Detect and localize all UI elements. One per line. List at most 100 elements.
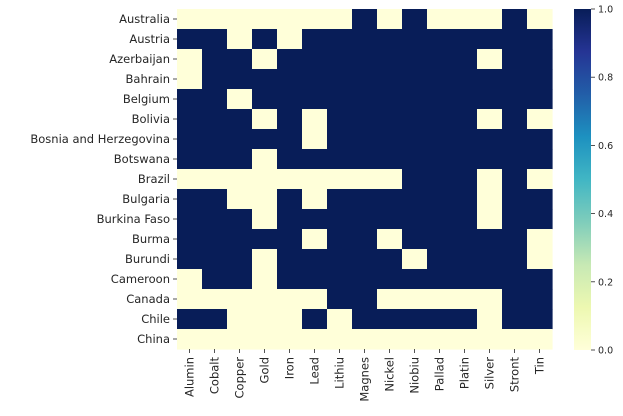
heatmap-cell [202,29,228,50]
heatmap-cell [402,229,428,250]
heatmap-cell [527,189,553,210]
heatmap-cell [177,309,203,330]
heatmap-cell [252,29,278,50]
heatmap-cell [502,89,528,110]
heatmap-cell [427,269,453,290]
heatmap-cell [452,329,478,350]
heatmap-cell [202,129,228,150]
heatmap-cell [427,29,453,50]
heatmap-cell [452,269,478,290]
heatmap-cell [277,229,303,250]
heatmap-cell [252,9,278,30]
column-label: Iron [283,357,297,379]
heatmap-cell [202,49,228,70]
heatmap-cell [477,109,503,130]
heatmap-cell [227,49,253,70]
column-label: Stront [508,357,522,393]
heatmap-cell [502,109,528,130]
heatmap-cell [477,309,503,330]
heatmap-cell [202,169,228,190]
heatmap-cell [277,189,303,210]
column-label: Tin [533,357,547,375]
heatmap-cell [302,169,328,190]
colorbar-tick-label: 1.0 [598,5,613,16]
heatmap-cell [177,129,203,150]
heatmap-cell [277,9,303,30]
heatmap-cell [477,89,503,110]
heatmap-cell [502,29,528,50]
colorbar-tick-label: 0.2 [598,277,613,288]
heatmap-cell [252,329,278,350]
heatmap-cell [402,149,428,170]
heatmap-cell [402,329,428,350]
heatmap-cell [302,149,328,170]
heatmap-cell [427,229,453,250]
heatmap-cell [252,169,278,190]
column-label: Copper [233,357,247,399]
row-label: Burma [132,232,170,246]
heatmap-cell [327,69,353,90]
heatmap-cell [527,29,553,50]
heatmap-cell [402,49,428,70]
heatmap-cell [427,329,453,350]
heatmap-cell [402,289,428,310]
column-label: Alumin [183,357,197,397]
heatmap-cell [502,9,528,30]
heatmap-cell [377,49,403,70]
heatmap-cell [327,49,353,70]
heatmap-cell [477,209,503,230]
heatmap-cell [352,209,378,230]
row-label: Burundi [125,252,170,266]
heatmap-cell [252,229,278,250]
heatmap-cell [427,309,453,330]
colorbar-tick-label: 0.6 [598,141,613,152]
row-label: Belgium [123,92,170,106]
heatmap-cell [327,269,353,290]
heatmap-cell [452,129,478,150]
heatmap-cell [252,309,278,330]
heatmap-cell [377,29,403,50]
heatmap-cell [302,69,328,90]
heatmap-cell [252,109,278,130]
row-label: Brazil [138,172,170,186]
column-tick-labels: Alumin Cobalt Copper Gold Iron Lead Lithiu Magn… [183,349,547,402]
heatmap-cell [502,229,528,250]
heatmap-cell [327,249,353,270]
heatmap-cell [377,69,403,90]
heatmap-cell [452,289,478,310]
heatmap-cell [177,169,203,190]
heatmap-cell [327,9,353,30]
heatmap-cell [277,109,303,130]
heatmap-cell [202,189,228,210]
heatmap-cell [377,109,403,130]
heatmap-cell [502,249,528,270]
heatmap-cell [352,29,378,50]
heatmap-cell [177,289,203,310]
heatmap-cell [452,29,478,50]
heatmap-cell [252,89,278,110]
heatmap-cell [202,249,228,270]
column-label: Niobiu [408,357,422,394]
heatmap-cell [252,49,278,70]
heatmap-cell [227,9,253,30]
row-label: Australia [119,12,170,26]
heatmap-cell [227,289,253,310]
heatmap-cell [327,309,353,330]
heatmap-cell [177,149,203,170]
heatmap-cell [477,9,503,30]
heatmap-cell [327,129,353,150]
heatmap-cell [327,29,353,50]
heatmap-cell [402,169,428,190]
heatmap-cell [527,149,553,170]
heatmap-cell [277,249,303,270]
heatmap-cell [527,9,553,30]
heatmap-cell [227,329,253,350]
heatmap-cell [177,49,203,70]
heatmap-cell [202,149,228,170]
heatmap-cell [527,69,553,90]
row-label: Botswana [114,152,170,166]
heatmap-cell [527,49,553,70]
heatmap-cell [477,169,503,190]
heatmap-cell [452,169,478,190]
heatmap-cell [227,269,253,290]
